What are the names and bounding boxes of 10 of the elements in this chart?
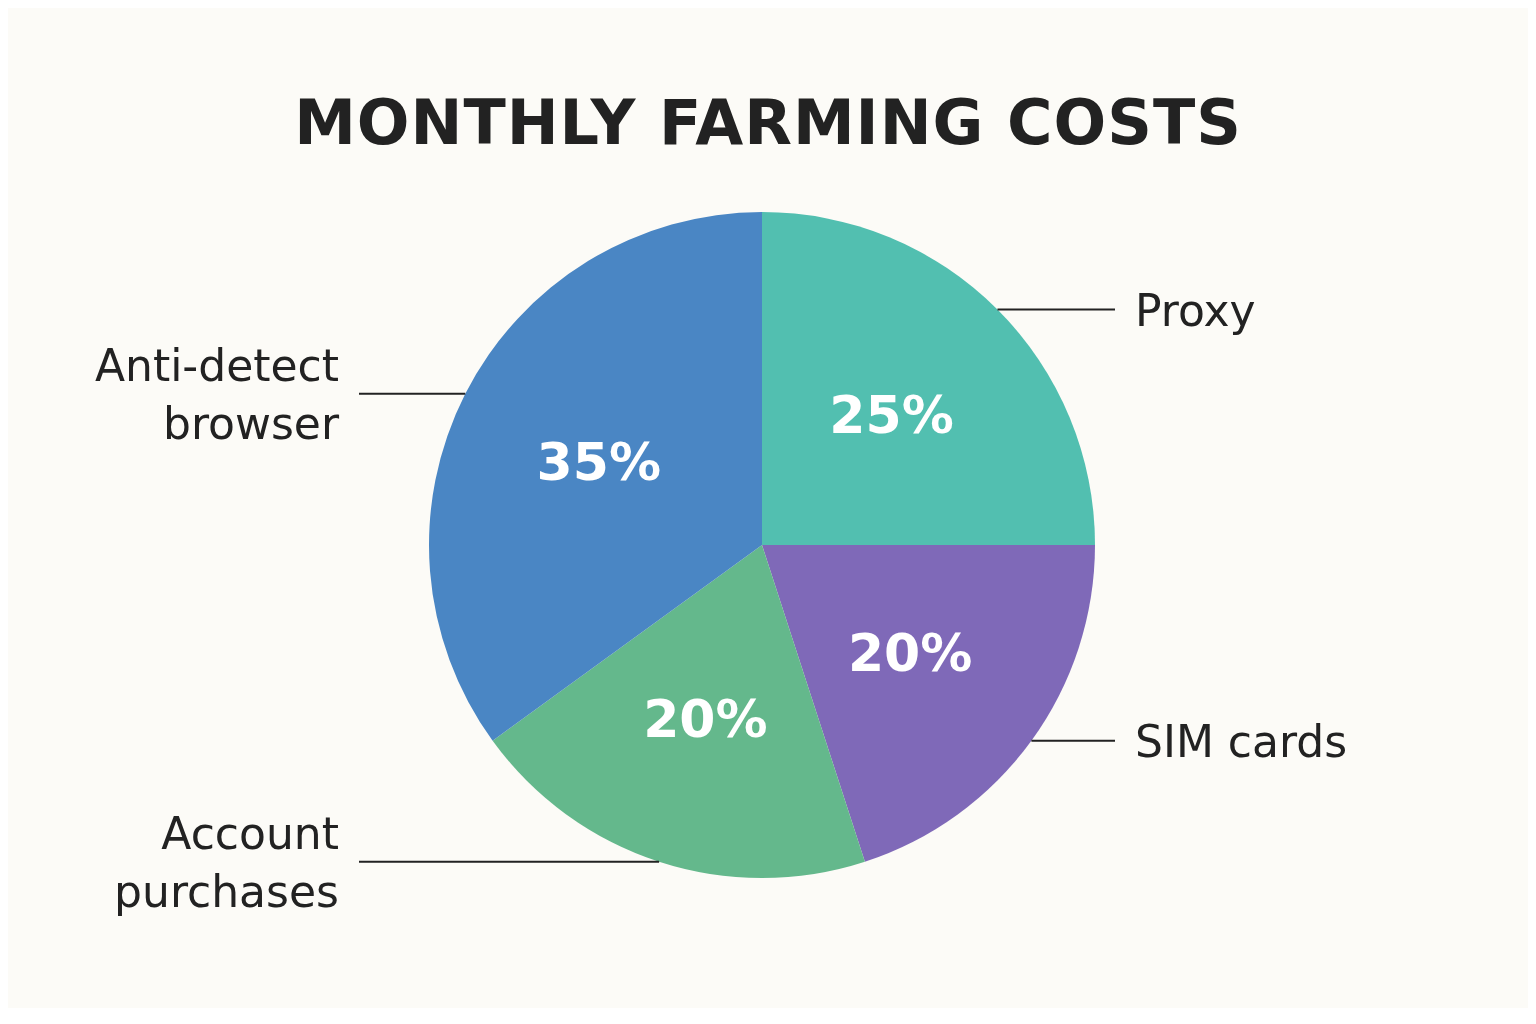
slice-label: Anti-detect browser — [94, 339, 340, 449]
data-label: 20% — [643, 689, 768, 750]
pie-slice — [762, 212, 1095, 545]
data-label: 35% — [536, 431, 662, 492]
slice-label: Proxy — [1135, 284, 1256, 336]
data-label: 20% — [847, 622, 973, 683]
data-label: 25% — [829, 385, 954, 446]
chart-title: MONTHLY FARMING COSTS — [293, 86, 1243, 159]
slice-label: SIM cards — [1135, 715, 1348, 767]
slice-label: Account purchases — [114, 807, 339, 917]
